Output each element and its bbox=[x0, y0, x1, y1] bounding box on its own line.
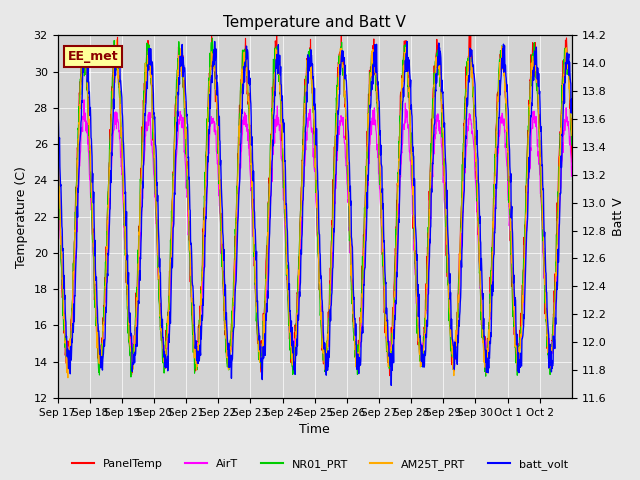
Y-axis label: Temperature (C): Temperature (C) bbox=[15, 166, 28, 267]
Y-axis label: Batt V: Batt V bbox=[612, 197, 625, 236]
Title: Temperature and Batt V: Temperature and Batt V bbox=[223, 15, 406, 30]
Legend: PanelTemp, AirT, NR01_PRT, AM25T_PRT, batt_volt: PanelTemp, AirT, NR01_PRT, AM25T_PRT, ba… bbox=[68, 455, 572, 474]
X-axis label: Time: Time bbox=[300, 423, 330, 436]
Text: EE_met: EE_met bbox=[68, 50, 118, 63]
